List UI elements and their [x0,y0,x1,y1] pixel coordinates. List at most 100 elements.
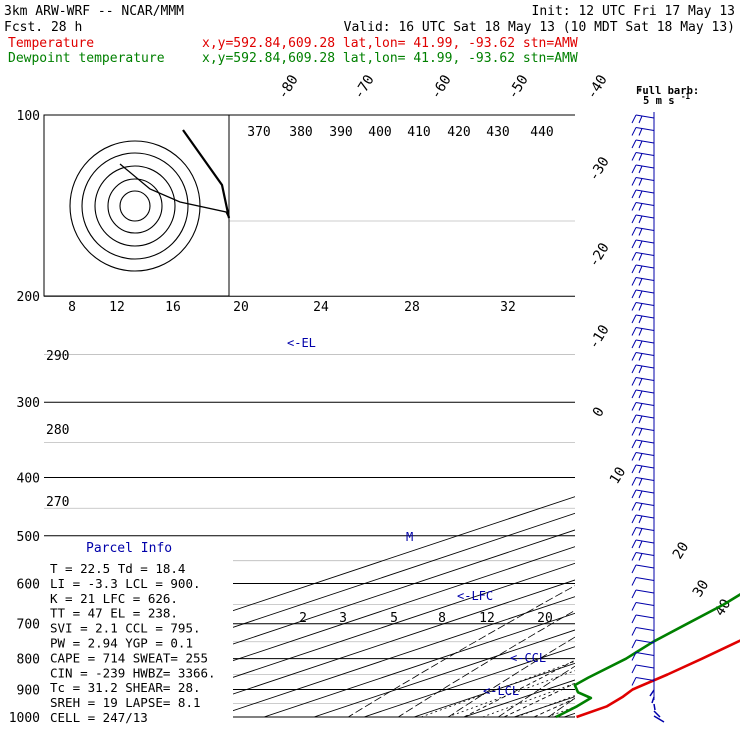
mixing-ratio-label: 16 [165,300,181,315]
wind-barb [632,315,654,323]
wind-barb [632,228,654,236]
wind-barb [632,540,654,548]
isotherm [664,115,740,717]
isotherm [414,115,740,717]
pressure-tick-label: 900 [17,683,40,698]
dry-adiabat [378,88,740,730]
dewpoint-legend: Dewpoint temperature [8,51,165,66]
wind-barb [632,140,654,148]
wind-barb [654,704,655,710]
parcel-info-row: CAPE = 714 SWEAT= 255 [50,650,208,665]
wind-barb [632,303,654,311]
temperature-location: x,y=592.84,609.28 lat,lon= 41.99, -93.62… [202,36,578,51]
mixed-level-marker: M [406,530,413,544]
pressure-tick-label: 100 [17,109,40,124]
isotherm [614,115,740,717]
init-time: Init: 12 UTC Fri 17 May 13 [532,4,736,19]
pressure-tick-label: 200 [17,290,40,305]
isotherm-label: 10 [607,464,630,487]
isotherm-label: -20 [586,240,613,270]
lcl-marker: <-LCL [483,684,519,698]
isotherm [514,115,740,717]
mixing-ratio-label: 20 [233,300,249,315]
theta-label: 400 [368,125,391,140]
wind-barb [632,153,654,161]
wind-barb [632,653,654,661]
parcel-info-row: TT = 47 EL = 238. [50,606,178,621]
wind-barb [632,565,654,573]
hodograph-frame [44,115,229,296]
wind-barb [632,490,654,498]
wind-barb [632,390,654,398]
parcel-info-row: K = 21 LFC = 626. [50,591,178,606]
wind-barb [632,553,654,561]
wind-barb [632,528,654,536]
wind-barb [632,578,654,586]
parcel-info-row: Tc = 31.2 SHEAR= 28. [50,680,201,695]
pressure-tick-label: 600 [17,577,40,592]
isotherm [214,115,740,717]
parcel-info-row: PW = 2.94 YGP = 0.1 [50,636,193,651]
dry-adiabat [530,88,740,730]
barb-key-value: 5 m s [643,95,675,107]
wind-barb [632,290,654,298]
hodograph: kts 5 5 + [44,115,229,296]
wind-barb [632,440,654,448]
wind-barb [632,453,654,461]
wind-barb [632,428,654,436]
dewpoint-location: x,y=592.84,609.28 lat,lon= 41.99, -93.62… [202,51,578,66]
pressure-tick-label: 700 [17,618,40,633]
mixing-ratio-label: 12 [109,300,125,315]
wind-barb [632,615,654,623]
dry-adiabat [328,88,740,730]
wind-barb [632,240,654,248]
isotherm-label: -10 [586,322,613,352]
wind-barb [632,365,654,373]
isotherm-label: 20 [670,539,693,562]
wind-barb [632,415,654,423]
isotherm-label: -80 [275,72,302,102]
el-marker: <-EL [287,336,316,350]
mixing-ratio-label: 28 [404,300,420,315]
mixing-ratio-label: 8 [438,611,446,626]
theta-label: 370 [247,125,270,140]
isotherm-label: -70 [351,72,378,102]
mixing-ratio-label: 32 [500,300,516,315]
parcel-info-row: SVI = 2.1 CCL = 795. [50,621,201,636]
pressure-tick-label: 300 [17,396,40,411]
wind-barb [632,403,654,411]
wind-barb [632,165,654,173]
wind-barb [632,203,654,211]
theta-label: 380 [289,125,312,140]
wind-barb [632,265,654,273]
mixing-ratio-label: 20 [537,611,553,626]
wind-barb [632,190,654,198]
dry-adiabat [429,88,740,730]
dry-adiabat [581,88,740,730]
parcel-info-row: CELL = 247/13 [50,710,148,725]
theta-label: 420 [447,125,470,140]
wind-barbs [632,112,664,722]
isotherm-label: -60 [428,72,455,102]
model-title: 3km ARW-WRF -- NCAR/MMM [4,4,184,19]
isotherm-label: -30 [586,154,613,184]
wind-barb [632,478,654,486]
wind-barb [632,628,654,636]
wind-barb [632,215,654,223]
isotherm [714,115,740,717]
parcel-info-row: SREH = 19 LAPSE= 8.1 [50,695,201,710]
mixing-ratio-label: 24 [313,300,329,315]
parcel-info-row: LI = -3.3 LCL = 900. [50,576,201,591]
parcel-info-row: CIN = -239 HWBZ= 3366. [50,665,216,680]
mixing-ratio-label: 8 [68,300,76,315]
isotherm-label: -50 [505,72,532,102]
forecast-hour: Fcst. 28 h [4,20,82,35]
wind-barb [632,128,654,136]
wind-barb [632,603,654,611]
mixing-ratio-label: 3 [339,611,347,626]
wind-barb [632,665,654,673]
parcel-info-title: Parcel Info [86,541,172,556]
wind-barb [632,340,654,348]
